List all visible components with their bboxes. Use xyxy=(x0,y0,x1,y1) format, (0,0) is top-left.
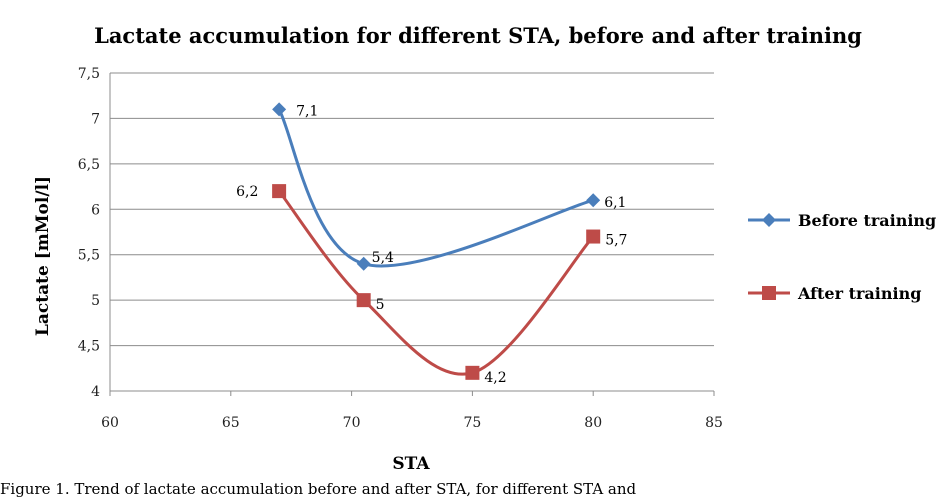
y-tick-labels: 4 4,5 5 5,5 6 6,5 7 7,5 xyxy=(78,66,100,400)
data-label-before-training: 5,4 xyxy=(372,250,394,266)
x-tick-label: 70 xyxy=(343,415,361,431)
legend-marker-after-training xyxy=(762,286,776,300)
data-label-before-training: 6,1 xyxy=(604,195,626,211)
y-tick-label: 6,5 xyxy=(78,157,100,173)
data-label-before-training: 7,1 xyxy=(296,103,318,119)
data-point-before-training xyxy=(356,256,371,271)
chart-title: Lactate accumulation for different STA, … xyxy=(94,23,862,48)
data-label-after-training: 6,2 xyxy=(236,184,258,200)
y-axis-label: Lactate [mMol/l] xyxy=(33,176,53,336)
x-tick-labels: 60 65 70 75 80 85 xyxy=(101,415,723,431)
legend-item-before-training: Before training xyxy=(748,211,936,230)
legend: Before training After training xyxy=(748,211,936,303)
y-tick-label: 4 xyxy=(91,384,100,400)
data-label-after-training: 4,2 xyxy=(484,370,506,386)
y-tick-label: 5 xyxy=(91,293,100,309)
gridlines xyxy=(110,72,714,392)
data-point-after-training xyxy=(272,184,287,199)
series-line-after-training xyxy=(277,190,595,376)
data-point-after-training xyxy=(465,365,480,380)
data-label-after-training: 5,7 xyxy=(605,233,627,249)
x-tick-label: 60 xyxy=(101,415,119,431)
y-tick-label: 5,5 xyxy=(78,248,100,264)
data-labels: 7,1 5,4 6,1 6,2 5 4,2 5,7 xyxy=(236,103,627,385)
data-point-after-training xyxy=(356,293,371,308)
data-point-before-training xyxy=(586,193,601,208)
legend-item-after-training: After training xyxy=(748,284,921,303)
figure-caption: Figure 1. Trend of lactate accumulation … xyxy=(0,480,637,498)
legend-marker-before-training xyxy=(762,213,776,227)
y-tick-label: 4,5 xyxy=(78,339,100,355)
x-axis-label: STA xyxy=(392,454,430,474)
y-tick-label: 6 xyxy=(91,202,100,218)
y-tick-label: 7,5 xyxy=(78,66,100,82)
x-tick-label: 85 xyxy=(705,415,723,431)
x-tick-label: 65 xyxy=(222,415,240,431)
y-tick-label: 7 xyxy=(91,111,100,127)
x-tick-label: 75 xyxy=(463,415,481,431)
axes xyxy=(109,73,715,396)
data-label-after-training: 5 xyxy=(376,297,385,313)
legend-label-before-training: Before training xyxy=(798,211,936,230)
series-lines xyxy=(277,108,595,376)
data-point-before-training xyxy=(272,102,287,117)
series-line-before-training xyxy=(277,108,594,268)
data-point-after-training xyxy=(586,229,601,244)
x-tick-label: 80 xyxy=(584,415,602,431)
legend-label-after-training: After training xyxy=(797,284,921,303)
series-markers xyxy=(272,102,601,380)
